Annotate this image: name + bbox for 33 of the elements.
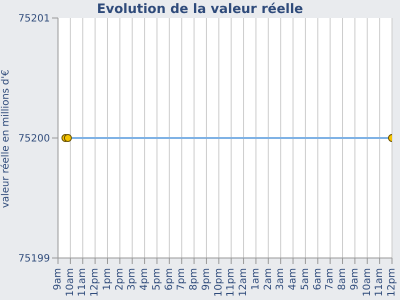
y-axis-title: valeur réelle en millions d'€ bbox=[0, 69, 12, 208]
x-tick-label: 10am bbox=[64, 268, 76, 297]
x-tick-label: 11am bbox=[77, 268, 88, 297]
x-tick-label: 1pm bbox=[102, 268, 113, 290]
x-tick-label: 2am bbox=[262, 268, 274, 290]
x-tick-label: 4am bbox=[288, 268, 299, 290]
x-tick-label: 3pm bbox=[126, 268, 138, 290]
x-tick-label: 7am bbox=[324, 268, 336, 290]
x-tick-label: 8am bbox=[337, 268, 348, 290]
x-tick-label: 10am bbox=[362, 268, 373, 297]
x-tick-label: 6pm bbox=[164, 268, 175, 290]
x-tick-label: 9am bbox=[349, 268, 360, 290]
x-tick-label: 9pm bbox=[200, 268, 212, 290]
x-tick-label: 1am bbox=[250, 268, 262, 290]
x-tick-label: 12pm bbox=[90, 268, 101, 297]
x-tick-label: 9am bbox=[52, 268, 64, 290]
x-tick-label: 11pm bbox=[226, 268, 237, 297]
y-tick-label: 75201 bbox=[18, 14, 50, 25]
y-tick-label: 75199 bbox=[18, 254, 50, 265]
x-tick-label: 5am bbox=[300, 268, 311, 290]
x-tick-label: 5pm bbox=[151, 268, 162, 290]
x-tick-label: 8pm bbox=[188, 268, 200, 290]
x-tick-label: 2pm bbox=[114, 268, 126, 290]
x-tick-label: 11am bbox=[374, 268, 386, 297]
y-tick-label: 75200 bbox=[18, 134, 50, 145]
x-tick-label: 12am bbox=[238, 268, 250, 297]
x-tick-label: 10pm bbox=[213, 268, 224, 297]
x-tick-label: 7pm bbox=[176, 268, 188, 290]
chart-title: Evolution de la valeur réelle bbox=[96, 2, 304, 17]
x-tick-label: 6am bbox=[312, 268, 324, 290]
x-tick-label: 4pm bbox=[139, 268, 150, 290]
x-tick-label: 12pm bbox=[386, 268, 398, 297]
x-tick-label: 3am bbox=[275, 268, 286, 290]
